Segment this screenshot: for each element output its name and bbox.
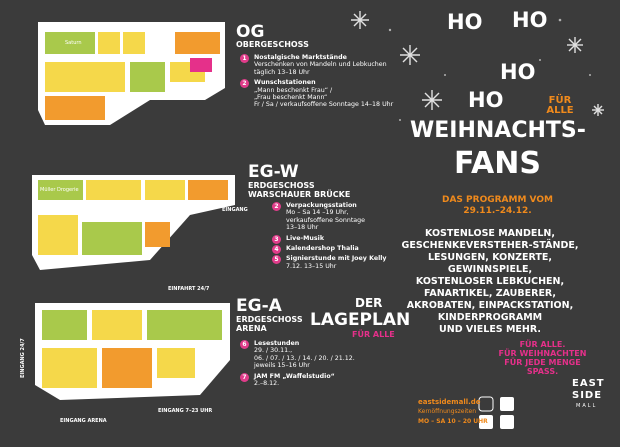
item-title: JAM FM „Waffelstudio“ xyxy=(254,372,335,380)
item: 4 Kalendershop Thalia xyxy=(272,245,387,255)
item-detail: 7.12. 13–15 Uhr xyxy=(286,262,337,270)
footer-icons xyxy=(478,396,514,429)
item-detail: 2.–8.12. xyxy=(254,380,280,388)
hours-label: Kernöffnungszeiten xyxy=(418,408,476,415)
item-number: 5 xyxy=(272,255,281,265)
text-line: LESUNGEN, KONZERTE, xyxy=(427,252,552,263)
logo: SIDE xyxy=(572,390,603,401)
ho: HO xyxy=(447,10,483,34)
text-line: UND VIELES MEHR. xyxy=(439,324,541,335)
section-code: OG xyxy=(236,22,265,42)
snowflakes xyxy=(351,11,604,116)
item-number: 7 xyxy=(240,372,249,382)
section-name: ERDGESCHOSS xyxy=(236,315,303,324)
website: eastsidemall.de xyxy=(418,398,481,406)
text-line: FÜR ALLE. xyxy=(519,340,566,349)
item-detail: „Frau beschenkt Mann“ xyxy=(254,94,328,102)
item-number: 4 xyxy=(272,245,281,255)
item-detail: 13–18 Uhr xyxy=(286,224,319,232)
item-title: Lesestunden xyxy=(254,340,300,347)
map-ega: EINFAHRT 24/7 EINGANG 24/7 EINGANG 7–23 … xyxy=(20,286,230,424)
program: DAS PROGRAMM VOM xyxy=(442,195,553,205)
item-number: 6 xyxy=(240,340,249,349)
text-line: KOSTENLOSER LEBKUCHEN, xyxy=(415,276,565,287)
text-line: GESCHENKEVERSTEHER-STÄNDE, xyxy=(401,240,579,251)
ho: HO xyxy=(468,88,504,112)
map-label: Müller Drogerie xyxy=(40,187,79,193)
map-label: EINGANG xyxy=(222,207,248,213)
lageplan-title: LAGEPLAN xyxy=(310,310,411,330)
item-number: 2 xyxy=(272,202,281,211)
item-detail: jeweils 15–16 Uhr xyxy=(254,362,310,370)
item-list: 2 Verpackungsstation Mo – Sa 14 –19 Uhr, ve… xyxy=(272,202,387,273)
item: 3 Live-Musik xyxy=(272,234,387,244)
section-sub: WARSCHAUER BRÜCKE xyxy=(248,190,351,199)
section-name: ERDGESCHOSS xyxy=(248,181,315,190)
feature-list: KOSTENLOSE MANDELN, GESCHENKEVERSTEHER-ST… xyxy=(400,228,580,336)
dates: 29.11.–24.12. xyxy=(463,206,532,216)
item-detail: 06. / 07. / 13. / 14. / 20. / 21.12. xyxy=(254,354,355,362)
item: 5 Signierstunde mit Joey Kelly 7.12. 13–15… xyxy=(272,255,387,270)
item-detail: 29. / 30.11., xyxy=(254,347,293,355)
section-code: EG-A xyxy=(236,296,282,316)
slogan: FÜR ALLE. FÜR WEIHNACHTEN FÜR JEDE MENGE SP… xyxy=(495,340,590,376)
text-line: KOSTENLOSE MANDELN, xyxy=(425,228,555,239)
item: 7 JAM FM „Waffelstudio“ 2.–8.12. xyxy=(240,372,355,388)
item-number: 1 xyxy=(240,54,249,63)
item-number: 3 xyxy=(272,234,281,244)
item-title: Verpackungsstation xyxy=(286,202,357,209)
title-1: WEIHNACHTS- xyxy=(410,118,586,143)
map-label: EINGANG ARENA xyxy=(60,418,107,424)
fuer-alle: FÜR ALLE xyxy=(546,95,574,116)
item: 2 Wunschstationen „Mann beschenkt Frau“ / „… xyxy=(240,79,393,109)
ho: HO xyxy=(512,8,548,32)
text-line: FÜR WEIHNACHTEN xyxy=(498,349,587,358)
lageplan-der: DER xyxy=(355,296,383,310)
item-detail: „Mann beschenkt Frau“ / xyxy=(254,86,333,94)
logo: MALL xyxy=(576,403,598,409)
text-line: SPASS. xyxy=(526,367,559,376)
text-line: KINDERPROGRAMM xyxy=(437,312,543,323)
section-sub: ARENA xyxy=(236,324,267,333)
item-detail: Verschenken von Mandeln und Lebkuchen xyxy=(254,61,387,69)
map-label: EINGANG 24/7 xyxy=(20,338,26,378)
map-label: Saturn xyxy=(65,40,82,46)
map-label: EINGANG 7–23 UHR xyxy=(158,408,212,414)
item-number: 2 xyxy=(240,79,249,89)
lageplan-fuer: FÜR ALLE xyxy=(352,330,395,339)
item-title: Signierstunde mit Joey Kelly xyxy=(286,255,387,263)
item-title: Nostalgische Marktstände xyxy=(254,54,347,61)
text-line: GEWINNSPIELE, xyxy=(447,264,533,275)
item-detail: Mo – Sa 14 –19 Uhr, xyxy=(286,209,349,217)
item-title: Wunschstationen xyxy=(254,79,316,87)
item-title: Kalendershop Thalia xyxy=(286,245,359,253)
item-title: Live-Musik xyxy=(286,234,325,242)
item-list: 6 Lesestunden 29. / 30.11., 06. / 07. / 13.… xyxy=(240,340,355,390)
item-detail: verkaufsoffene Sonntage xyxy=(286,216,366,224)
logo: EAST xyxy=(572,378,605,389)
map-egw: Müller Drogerie EINGANG xyxy=(32,175,248,270)
section-name: OBERGESCHOSS xyxy=(236,40,309,49)
map-label: EINFAHRT 24/7 xyxy=(168,286,210,292)
item-detail: täglich 13–18 Uhr xyxy=(254,68,310,76)
text-line: AKROBATEN, EINPACKSTATION, xyxy=(406,300,574,311)
title-2: FANS xyxy=(454,146,541,181)
item-detail: Fr / Sa / verkaufsoffene Sonntage 14–18 … xyxy=(254,101,394,109)
text-line: FÜR JEDE MENGE xyxy=(504,358,581,367)
item: 2 Verpackungsstation Mo – Sa 14 –19 Uhr, ve… xyxy=(272,202,387,232)
text-line: FANARTIKEL, ZAUBERER, xyxy=(423,288,557,299)
item: 1 Nostalgische Marktstände Verschenken von… xyxy=(240,54,393,76)
hours: MO – SA 10 – 20 UHR xyxy=(418,418,488,425)
ho: HO xyxy=(500,60,536,84)
item-list: 1 Nostalgische Marktstände Verschenken von… xyxy=(240,54,393,112)
section-code: EG-W xyxy=(248,162,299,182)
item: 6 Lesestunden 29. / 30.11., 06. / 07. / 13.… xyxy=(240,340,355,370)
map-og: Saturn xyxy=(38,22,225,125)
snow-dots xyxy=(388,18,591,121)
